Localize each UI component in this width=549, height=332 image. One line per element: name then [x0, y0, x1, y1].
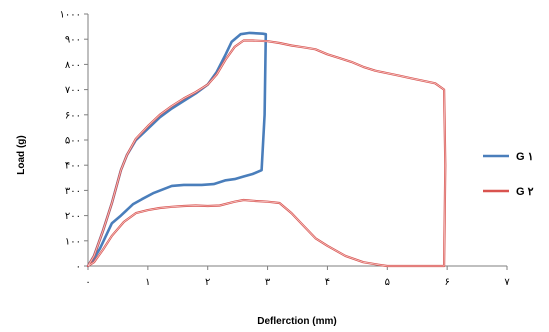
x-axis: ۰ ۱ ۲ ۳ ۴ ۵ ۶ ۷ [85, 265, 510, 288]
y-tick-label: ۲۰۰ [65, 211, 81, 222]
y-tick-label: ۷۰۰ [65, 85, 81, 96]
x-tick-label: ۴ [325, 277, 330, 288]
x-tick-label: ۱ [145, 277, 150, 288]
y-tick-label: ۳۰۰ [65, 186, 81, 197]
y-axis-title: Load (g) [16, 135, 27, 174]
y-tick-label: ۵۰۰ [65, 136, 81, 147]
legend-label-2: G ۲ [516, 186, 534, 198]
x-tick-label: ۶ [444, 277, 449, 288]
x-axis-title: Deflerction (mm) [257, 316, 336, 327]
legend: G ۱ G ۲ [483, 151, 534, 198]
y-axis: ۰ ۱۰۰ ۲۰۰ ۳۰۰ ۴۰۰ ۵۰۰ ۶۰۰ ۷۰۰ ۸۰۰ ۹۰۰ ۱۰۰۰ [60, 10, 89, 273]
y-tick-label: ۹۰۰ [65, 35, 81, 46]
x-tick-label: ۲ [205, 277, 210, 288]
series-line-2-highlight [87, 40, 446, 267]
x-tick-label: ۰ [85, 277, 90, 288]
legend-label-1: G ۱ [516, 151, 534, 163]
x-tick-label: ۳ [265, 277, 271, 288]
y-tick-label: ۴۰۰ [65, 161, 81, 172]
y-tick-label: ۰ [76, 262, 81, 273]
y-tick-label: ۸۰۰ [65, 60, 81, 71]
x-tick-label: ۵ [385, 277, 390, 288]
series-layer [86, 31, 447, 268]
y-tick-label: ۱۰۰۰ [60, 10, 81, 21]
y-tick-label: ۶۰۰ [65, 110, 81, 121]
x-tick-label: ۷ [504, 277, 510, 288]
y-tick-label: ۱۰۰ [65, 236, 81, 247]
